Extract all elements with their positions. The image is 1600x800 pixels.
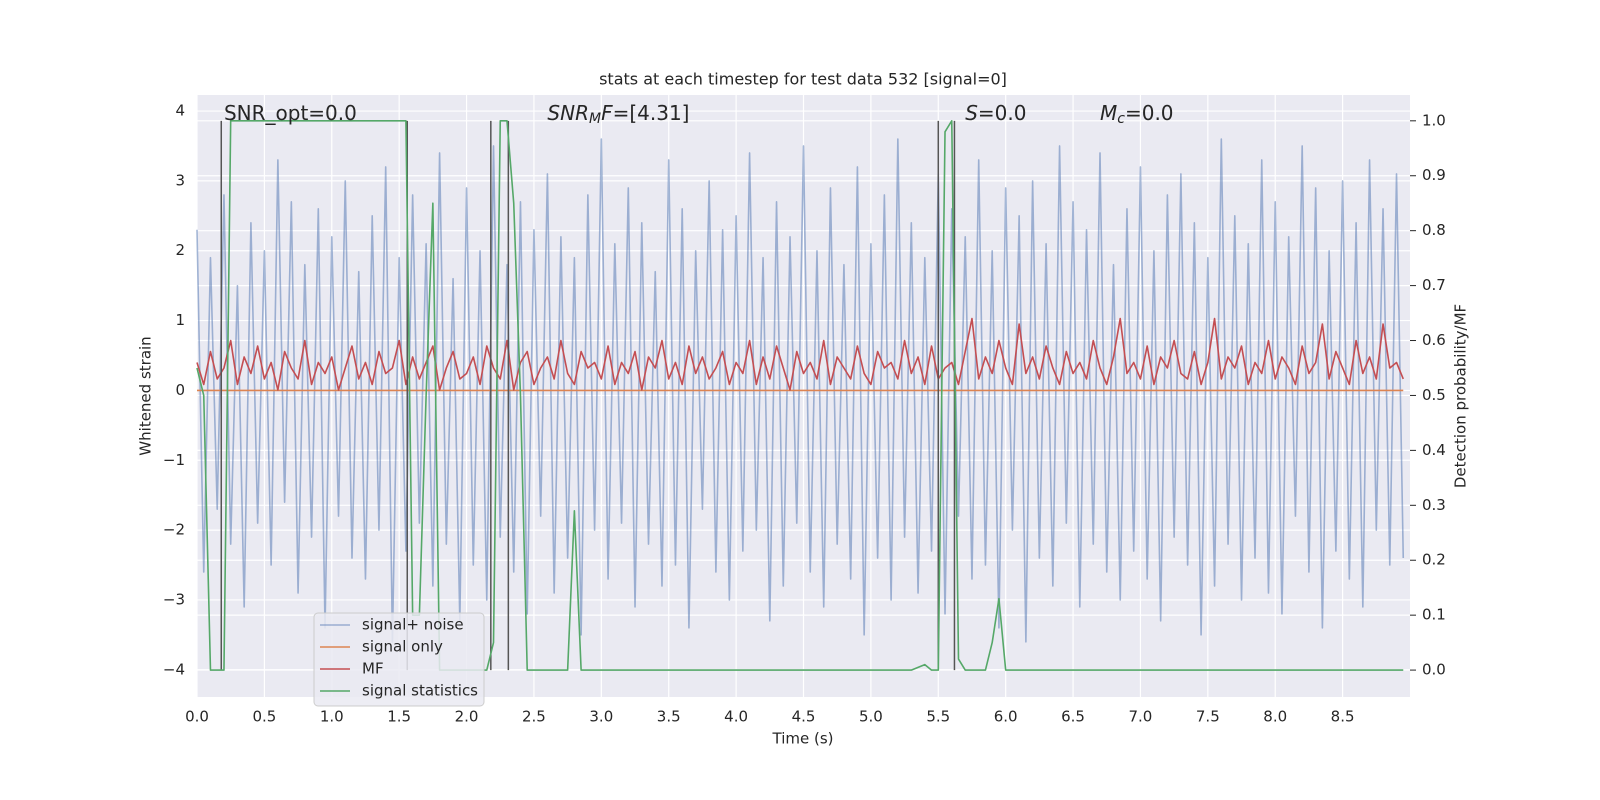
x-tick-label: 6.5 [1061, 708, 1085, 726]
y2-tick-label: 0.4 [1422, 441, 1446, 459]
x-tick-label: 6.0 [994, 708, 1018, 726]
y2-tick-label: 0.6 [1422, 331, 1446, 349]
axes: 0.0 0.5 1.0 1.5 2.0 2.5 3.0 3.5 4.0 4.5 5.0 5.5 6.0 6… [163, 102, 1446, 726]
annotation-part: SNR_opt=0.0 [224, 100, 357, 124]
annotation: SNRMF=[4.31] [547, 100, 689, 127]
annotation-part: =0.0 [1125, 100, 1174, 124]
y2-tick-label: 0.9 [1422, 166, 1446, 184]
annotation-part: M [1100, 100, 1117, 124]
annotation: SNR_opt=0.0 [224, 100, 357, 124]
y-tick-label: 4 [175, 102, 185, 120]
x-tick-label: 0.0 [185, 708, 209, 726]
series-line [196, 138, 1405, 643]
x-tick-label: 8.0 [1263, 708, 1287, 726]
x-tick-label: 2.0 [455, 708, 479, 726]
legend-label: signal only [362, 638, 443, 656]
y-tick-label: −1 [163, 451, 185, 469]
annotation-part: M [589, 111, 601, 127]
y2-tick-label: 0.2 [1422, 551, 1446, 569]
y-tick-label: −2 [163, 521, 185, 539]
chart-title: stats at each timestep for test data 532… [599, 70, 1007, 89]
y-tick-label: 3 [175, 171, 185, 189]
y2-tick-label: 0.5 [1422, 386, 1446, 404]
annotation: S=0.0 [965, 100, 1026, 124]
y-tick-label: −3 [163, 590, 185, 608]
y2-tick-label: 0.8 [1422, 221, 1446, 239]
legend-label: signal statistics [362, 682, 478, 700]
annotation-part: F [601, 100, 613, 124]
x-tick-label: 3.0 [589, 708, 613, 726]
annotation: Mc=0.0 [1100, 100, 1174, 127]
annotation-part: S [965, 100, 978, 124]
x-tick-label: 8.5 [1331, 708, 1355, 726]
x-tick-label: 3.5 [657, 708, 681, 726]
x-tick-label: 7.5 [1196, 708, 1220, 726]
x-tick-label: 0.5 [252, 708, 276, 726]
y2-tick-label: 1.0 [1422, 111, 1446, 129]
annotation-part: c [1117, 111, 1125, 127]
y2-tick-label: 0.3 [1422, 496, 1446, 514]
y-tick-label: −4 [163, 660, 185, 678]
legend-label: MF [362, 660, 384, 678]
x-tick-label: 5.0 [859, 708, 883, 726]
annotation-part: =0.0 [978, 100, 1027, 124]
x-axis-label: Time (s) [772, 730, 834, 748]
y-tick-label: 2 [175, 241, 185, 259]
y-tick-label: 0 [175, 381, 185, 399]
x-tick-label: 1.5 [387, 708, 411, 726]
x-tick-label: 2.5 [522, 708, 546, 726]
y2-tick-label: 0.7 [1422, 276, 1446, 294]
y-tick-label: 1 [175, 311, 185, 329]
legend-box [313, 612, 485, 707]
x-tick-label: 7.0 [1129, 708, 1153, 726]
series-line [196, 317, 1405, 391]
x-tick-label: 4.0 [724, 708, 748, 726]
series-line [196, 120, 1404, 671]
y2-tick-label: 0.1 [1422, 606, 1446, 624]
y-axis-label: Whitened strain [137, 336, 155, 455]
x-tick-label: 1.0 [320, 708, 344, 726]
legend-label: signal+ noise [362, 616, 464, 634]
annotation-part: SNR [547, 100, 589, 124]
x-tick-label: 4.5 [792, 708, 816, 726]
legend: signal+ noise signal only MF signal statist… [313, 612, 485, 707]
annotation-part: =[4.31] [613, 100, 690, 124]
marks: SNR_opt=0.0 SNRMF=[4.31] S=0.0 Mc=0.0 [196, 100, 1405, 671]
y2-tick-label: 0.0 [1422, 661, 1446, 679]
x-tick-label: 5.5 [926, 708, 950, 726]
y2-axis-label: Detection probability/MF [1452, 304, 1470, 488]
